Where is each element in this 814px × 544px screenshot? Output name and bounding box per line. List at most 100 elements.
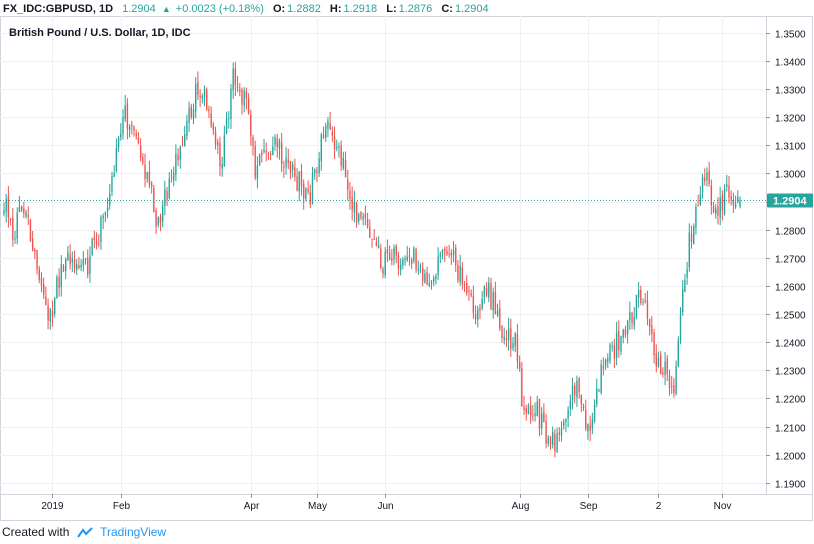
candle-body bbox=[276, 138, 278, 147]
candle-body bbox=[399, 264, 402, 271]
candle-body bbox=[719, 198, 721, 218]
time-tick-label: 2019 bbox=[41, 501, 64, 512]
candle-body bbox=[459, 265, 461, 282]
candle-body bbox=[574, 386, 576, 396]
candle-body bbox=[78, 264, 80, 269]
candle-body bbox=[358, 214, 360, 222]
price-tick-label: 1.2700 bbox=[775, 255, 806, 266]
candle-body bbox=[510, 328, 512, 350]
candle-body bbox=[626, 320, 629, 334]
candle-body bbox=[717, 206, 719, 216]
candle-body bbox=[501, 326, 503, 339]
candle-body bbox=[76, 264, 78, 270]
candle-body bbox=[413, 248, 415, 261]
candle-body bbox=[314, 169, 316, 174]
candle-body bbox=[593, 404, 596, 421]
tradingview-link[interactable]: TradingView bbox=[100, 525, 167, 539]
candle-body bbox=[113, 172, 115, 178]
candle-body bbox=[664, 361, 666, 376]
candle-body bbox=[578, 378, 580, 393]
candle-body bbox=[311, 172, 314, 203]
close-value: 1.2904 bbox=[454, 3, 489, 15]
low-label: L: bbox=[386, 3, 397, 15]
last-price-badge-text: 1.2904 bbox=[773, 196, 808, 208]
candle-body bbox=[219, 142, 221, 167]
candle-body bbox=[516, 334, 519, 362]
candle-body bbox=[131, 124, 133, 126]
candle-body bbox=[69, 254, 71, 265]
candle-body bbox=[611, 346, 613, 348]
candle-body bbox=[73, 259, 76, 268]
candle-body bbox=[371, 238, 373, 240]
candle-body bbox=[23, 208, 25, 214]
candle-body bbox=[421, 267, 424, 281]
candle-body bbox=[62, 266, 65, 272]
price-chart[interactable]: 1.3500 1.3400 1.3300 1.3200 1.3100 1.3000 1.29… bbox=[0, 16, 814, 522]
candle-body bbox=[212, 124, 215, 131]
candle-body bbox=[569, 400, 572, 409]
candle-body bbox=[177, 155, 179, 160]
candle-body bbox=[554, 434, 556, 451]
candle-body bbox=[651, 325, 653, 334]
candle-body bbox=[247, 98, 250, 114]
candle-body bbox=[470, 293, 472, 296]
candle-body bbox=[699, 194, 702, 205]
candle-body bbox=[351, 196, 353, 210]
price-axis[interactable]: 1.3500 1.3400 1.3300 1.3200 1.3100 1.3000 1.29… bbox=[766, 30, 806, 491]
candle-body bbox=[272, 146, 274, 155]
candle-body bbox=[150, 182, 153, 187]
last-price-badge bbox=[767, 193, 813, 208]
candle-body bbox=[629, 311, 631, 321]
candle-body bbox=[596, 388, 598, 405]
candle-body bbox=[648, 318, 651, 327]
candle-body bbox=[426, 271, 428, 285]
price-tick-label: 1.3000 bbox=[775, 170, 806, 181]
candle-body bbox=[388, 252, 391, 260]
candle-body bbox=[126, 103, 129, 129]
candle-body bbox=[686, 268, 688, 278]
candle-body bbox=[280, 142, 283, 165]
time-tick-label: 2 bbox=[656, 501, 662, 512]
candle-body bbox=[466, 282, 468, 294]
high-label: H: bbox=[329, 3, 342, 15]
candle-body bbox=[109, 193, 111, 206]
candle-body bbox=[214, 131, 217, 145]
candle-body bbox=[89, 255, 91, 275]
candle-body bbox=[668, 375, 671, 389]
candle-body bbox=[521, 368, 523, 407]
time-tick-label: Jun bbox=[377, 501, 393, 512]
candle-body bbox=[620, 336, 622, 352]
up-arrow-icon: ▲ bbox=[161, 4, 171, 14]
candle-body bbox=[192, 109, 195, 119]
candle-body bbox=[518, 362, 521, 369]
candle-body bbox=[67, 252, 69, 261]
candle-body bbox=[3, 210, 5, 215]
candle-body bbox=[265, 151, 267, 153]
time-axis[interactable]: 2019 Feb Apr May Jun Aug Sep 2 Nov bbox=[41, 494, 731, 512]
open-label: O: bbox=[272, 3, 286, 15]
candle-body bbox=[364, 213, 367, 218]
candle-body bbox=[485, 288, 488, 296]
candle-body bbox=[190, 106, 193, 118]
candle-body bbox=[329, 122, 331, 130]
footer: Created with TradingView bbox=[2, 523, 166, 541]
candle-body bbox=[662, 372, 664, 375]
open-value: 1.2882 bbox=[287, 3, 321, 15]
candle-body bbox=[217, 142, 219, 146]
candle-body bbox=[540, 413, 543, 429]
candle-body bbox=[677, 340, 679, 367]
candle-body bbox=[322, 135, 325, 138]
candle-body bbox=[285, 157, 287, 168]
candle-body bbox=[397, 255, 400, 269]
candle-body bbox=[287, 159, 289, 163]
candle-body bbox=[618, 330, 620, 351]
candle-body bbox=[455, 247, 457, 266]
candle-body bbox=[183, 134, 186, 147]
candle-body bbox=[666, 359, 668, 374]
candle-body bbox=[278, 140, 281, 149]
candle-body bbox=[404, 258, 406, 261]
candle-body bbox=[243, 90, 245, 106]
candle-body bbox=[435, 275, 437, 280]
time-tick-label: Nov bbox=[714, 501, 732, 512]
high-value: 1.2918 bbox=[343, 3, 378, 15]
